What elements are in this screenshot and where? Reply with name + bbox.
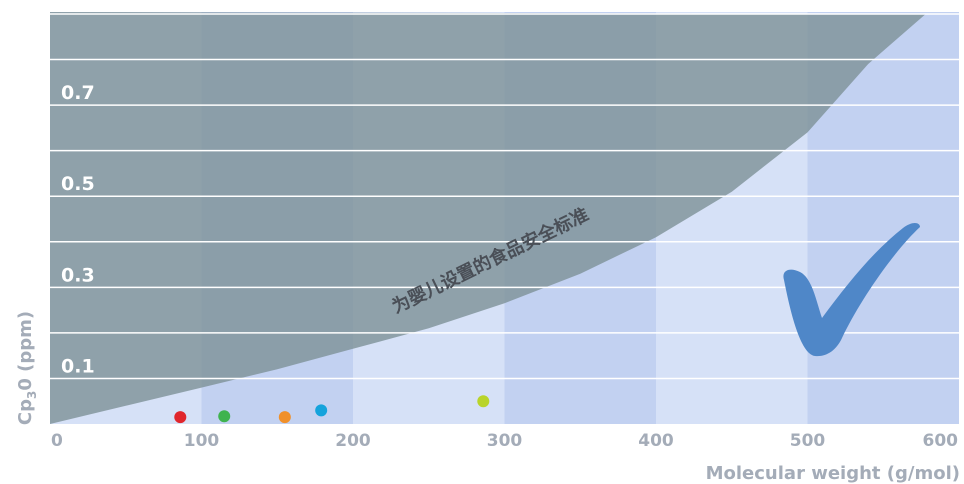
y-tick-label: 0.1 [61,355,95,377]
x-tick-label: 300 [487,431,523,451]
y-tick-label: 0.3 [61,264,95,286]
x-tick-label: 0 [51,431,63,451]
x-tick-label: 100 [184,431,220,451]
y-tick-labels: 0.9 0.7 0.5 0.3 0.1 [61,0,95,377]
threshold-shaded-region [50,12,926,424]
data-points [174,395,490,424]
y-tick-label: 0.7 [61,82,95,104]
y-axis-title-tail: 0 (ppm) [15,311,36,391]
data-point [218,410,231,423]
x-tick-labels: 0 100 200 300 400 500 600 [51,431,958,451]
data-point [315,404,328,417]
y-tick-label: 0.5 [61,173,95,195]
y-axis-title: Cp30 (ppm) [15,311,39,425]
gridlines [50,13,960,380]
x-axis-title: Molecular weight (g/mol) [706,463,960,484]
y-tick-label: 0.9 [61,0,95,13]
data-point [278,411,291,424]
y-axis-title-subscript: 3 [25,391,39,399]
data-point [174,411,187,424]
y-axis-title-main: Cp [15,399,36,425]
checkmark-icon [783,223,920,357]
x-tick-label: 400 [638,431,674,451]
x-tick-label: 500 [790,431,826,451]
x-tick-label: 600 [923,431,959,451]
x-tick-label: 200 [335,431,371,451]
data-point [477,395,490,408]
